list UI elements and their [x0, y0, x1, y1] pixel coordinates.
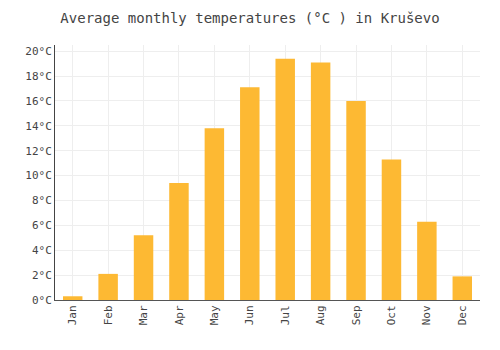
svg-text:Average monthly temperatures (: Average monthly temperatures (°C ) in Kr…	[60, 10, 439, 26]
svg-text:10°C: 10°C	[25, 169, 52, 182]
svg-text:6°C: 6°C	[32, 219, 52, 232]
svg-text:Oct: Oct	[385, 305, 398, 325]
svg-text:8°C: 8°C	[32, 194, 52, 207]
svg-text:14°C: 14°C	[25, 120, 52, 133]
svg-text:2°C: 2°C	[32, 269, 52, 282]
svg-text:Jun: Jun	[243, 305, 256, 325]
svg-text:0°C: 0°C	[32, 294, 52, 307]
svg-text:Jul: Jul	[279, 305, 292, 325]
svg-text:Dec: Dec	[456, 305, 469, 325]
svg-text:Mar: Mar	[137, 305, 150, 325]
svg-text:Feb: Feb	[102, 305, 115, 325]
svg-text:20°C: 20°C	[25, 45, 52, 58]
svg-text:Nov: Nov	[420, 305, 433, 325]
svg-text:Aug: Aug	[314, 305, 327, 325]
svg-text:Sep: Sep	[350, 305, 363, 325]
svg-text:4°C: 4°C	[32, 244, 52, 257]
svg-text:12°C: 12°C	[25, 145, 52, 158]
svg-text:Apr: Apr	[173, 305, 186, 325]
svg-text:May: May	[208, 305, 221, 325]
svg-text:16°C: 16°C	[25, 95, 52, 108]
svg-text:18°C: 18°C	[25, 70, 52, 83]
svg-text:Jan: Jan	[66, 305, 79, 325]
